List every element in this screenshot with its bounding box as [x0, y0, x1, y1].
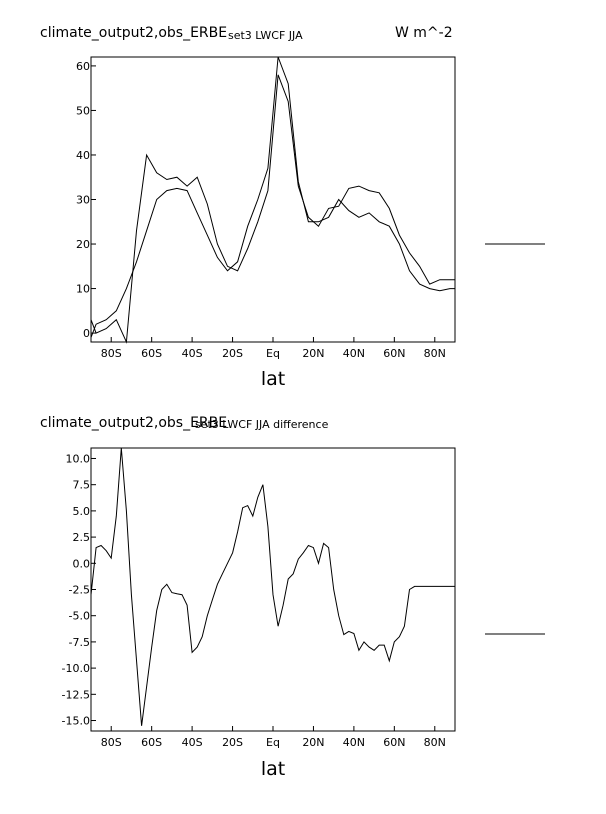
chart2-y-tick-label: 2.5 [73, 531, 91, 544]
chart2-x-tick-label: 40N [343, 736, 365, 749]
chart2-y-tick-label: -2.5 [69, 584, 90, 597]
chart1-y-tick-label: 20 [76, 238, 90, 251]
chart1-x-tick-label: 40S [182, 347, 203, 360]
chart1-y-tick-label: 30 [76, 194, 90, 207]
chart1-y-tick-label: 0 [83, 327, 90, 340]
chart1-x-tick-label: 60S [141, 347, 162, 360]
chart1-title: climate_output2,obs_ERBE [40, 25, 228, 41]
chart2-y-tick-label: -12.5 [62, 688, 90, 701]
chart1-x-tick-label: 20S [222, 347, 243, 360]
chart2-x-tick-label: 20S [222, 736, 243, 749]
chart1-y-tick-label: 50 [76, 104, 90, 117]
chart2-subtitle: set3 LWCF JJA difference [195, 418, 329, 431]
chart1-y-tick-label: 40 [76, 149, 90, 162]
chart2-x-tick-label: 80S [101, 736, 122, 749]
chart2-x-axis-label: lat [261, 758, 285, 780]
chart1-units: W m^-2 [395, 25, 453, 41]
chart2-x-tick-label: 40S [182, 736, 203, 749]
chart1-subtitle: set3 LWCF JJA [228, 29, 303, 42]
chart2-x-tick-label: 60N [383, 736, 405, 749]
chart1-x-tick-label: Eq [266, 347, 280, 360]
chart2-x-tick-label: 20N [302, 736, 324, 749]
chart2-x-tick-label: 80N [424, 736, 446, 749]
chart1-x-axis-label: lat [261, 368, 285, 390]
chart1-x-tick-label: 80N [424, 347, 446, 360]
chart2-title: climate_output2,obs_ERBE [40, 415, 228, 431]
chart2-series-1-line [90, 447, 455, 726]
chart2-y-tick-label: 10.0 [66, 452, 91, 465]
chart2-x-tick-label: 60S [141, 736, 162, 749]
chart1-x-tick-label: 80S [101, 347, 122, 360]
chart2-y-tick-label: -15.0 [62, 715, 90, 728]
chart1-y-tick-label: 10 [76, 283, 90, 296]
chart1-x-tick-label: 40N [343, 347, 365, 360]
chart1-x-tick-label: 20N [302, 347, 324, 360]
chart2-y-tick-label: 0.0 [73, 557, 91, 570]
chart1-x-tick-label: 60N [383, 347, 405, 360]
chart2-y-tick-label: -7.5 [69, 636, 90, 649]
chart1-y-tick-label: 60 [76, 60, 90, 73]
chart2-y-tick-label: -10.0 [62, 662, 90, 675]
chart1-series-2-line [90, 56, 455, 338]
chart1-series-1-line [90, 74, 455, 344]
chart2-x-tick-label: Eq [266, 736, 280, 749]
chart2-y-tick-label: 5.0 [73, 505, 91, 518]
chart2-y-tick-label: 7.5 [73, 479, 91, 492]
chart2-y-tick-label: -5.0 [69, 610, 90, 623]
chart1-plot-frame [90, 56, 456, 343]
